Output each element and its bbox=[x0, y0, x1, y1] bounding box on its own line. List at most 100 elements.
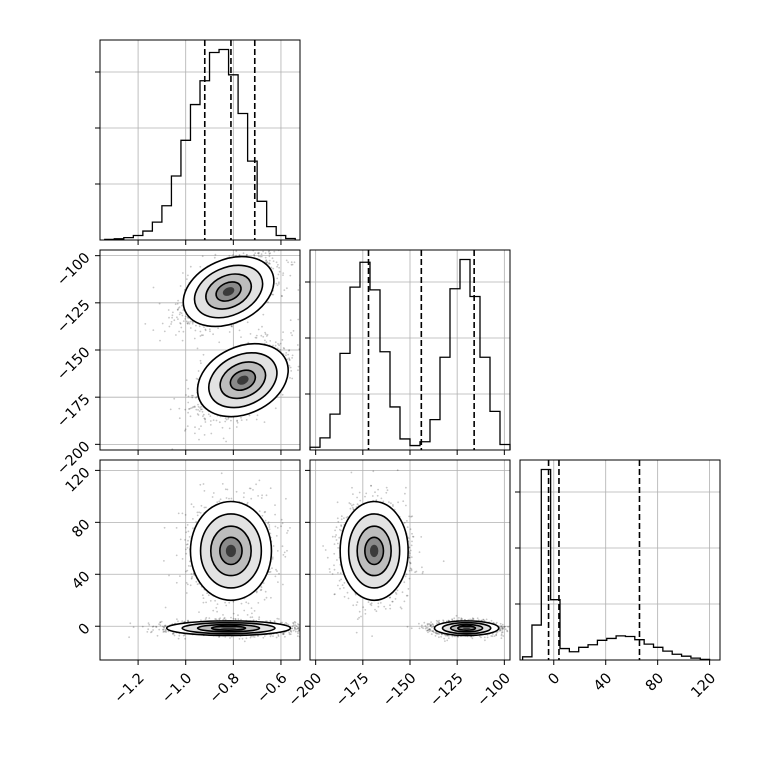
var-1-scatter-1-2-xtick-label-2: −150 bbox=[380, 670, 419, 709]
scatter-0-1-cluster-0-contour-2 bbox=[205, 273, 253, 310]
var-1-scatter-1-2-xtick-label-3: −125 bbox=[427, 670, 466, 709]
scatter-1-2-points bbox=[322, 469, 510, 642]
scatter-1-2-cluster-0 bbox=[322, 469, 445, 637]
scatter-0-2-ytick-label-2: 80 bbox=[69, 517, 93, 541]
scatter-0-1-cluster-1 bbox=[169, 318, 300, 450]
scatter-0-1-ytick-label-2: −150 bbox=[54, 344, 93, 383]
scatter-0-2-cluster-0-contour-3 bbox=[219, 536, 243, 566]
var-2-hist-xtick-label-0: 0 bbox=[546, 670, 564, 688]
scatter-1-2-cluster-1 bbox=[406, 614, 510, 642]
hist-1-bin-16 bbox=[470, 297, 480, 450]
scatter-1-2-cluster-0-density-4 bbox=[369, 544, 379, 558]
scatter-1-2-cluster-1-density-4 bbox=[462, 627, 471, 630]
scatter-0-2-frame bbox=[99, 459, 301, 661]
hist-0-frame bbox=[99, 39, 301, 241]
scatter-0-2-cluster-1-contour-1 bbox=[181, 621, 276, 635]
hist-0-bin-6 bbox=[162, 206, 172, 240]
var-2-hist-xtick-label-1: 40 bbox=[591, 670, 615, 694]
var-0-scatter-0-2-xtick-label-2: −0.8 bbox=[207, 670, 243, 706]
hist-1-bin-18 bbox=[490, 411, 500, 450]
hist-2-frame bbox=[519, 459, 721, 661]
scatter-0-1-cluster-1-contour-0 bbox=[196, 342, 289, 418]
hist-2-step bbox=[521, 468, 711, 661]
scatter-0-2-cluster-0-density-4 bbox=[225, 544, 237, 558]
scatter-0-1-points bbox=[144, 250, 300, 450]
scatter-1-2-cluster-1-contour-1 bbox=[441, 621, 492, 635]
hist-1-bin-15 bbox=[460, 260, 470, 450]
scatter-1-2-cluster-0-contour-1 bbox=[347, 513, 401, 589]
hist-2-bin-7 bbox=[588, 645, 597, 660]
scatter-0-2-cluster-0-contour-2 bbox=[209, 525, 252, 577]
scatter-0-2-ytick-label-0: 0 bbox=[76, 621, 94, 639]
hist-1-bin-13 bbox=[440, 357, 450, 450]
scatter-0-2-points bbox=[128, 472, 300, 643]
hist-2-bin-5 bbox=[569, 652, 578, 660]
hist-1-bin-1 bbox=[320, 438, 330, 450]
hist-2-bin-9 bbox=[607, 638, 616, 660]
scatter-0-1-cluster-0-contour-3 bbox=[215, 281, 242, 302]
scatter-1-2-cluster-1-contour-2 bbox=[449, 623, 484, 633]
hist-0-bin-17 bbox=[267, 227, 277, 240]
var-1-scatter-1-2-xtick-label-4: −100 bbox=[474, 670, 513, 709]
scatter-1-2-cluster-0-contour-0 bbox=[339, 500, 409, 602]
scatter-0-2-cluster-0-contour-1 bbox=[199, 513, 263, 589]
hist-1-bin-9 bbox=[400, 439, 410, 450]
scatter-1-2-cluster-0-contour-2 bbox=[356, 525, 392, 577]
hist-2-bin-10 bbox=[616, 636, 625, 660]
scatter-0-2-cluster-1-contour-3 bbox=[210, 625, 247, 631]
scatter-1-2-cluster-1-contour-3 bbox=[457, 625, 477, 631]
scatter-0-1-cluster-1-contour-1 bbox=[208, 352, 278, 409]
hist-2-bin-15 bbox=[663, 651, 672, 660]
hist-1-bin-14 bbox=[450, 289, 460, 450]
hist-0-bin-7 bbox=[171, 176, 181, 240]
scatter-0-1-cluster-1-contour-2 bbox=[219, 361, 267, 400]
hist-2-bin-1 bbox=[532, 625, 541, 660]
hist-1-step bbox=[309, 258, 511, 450]
hist-2-bin-13 bbox=[644, 644, 653, 660]
scatter-0-2-ytick-label-1: 40 bbox=[69, 569, 93, 593]
hist-0-bin-14 bbox=[238, 114, 248, 240]
scatter-0-1-ytick-label-3: −125 bbox=[54, 297, 93, 336]
scatter-0-1-cluster-0-contour-1 bbox=[193, 264, 264, 319]
var-0-scatter-0-2-xtick-label-1: −1.0 bbox=[159, 670, 195, 706]
hist-2-bin-4 bbox=[560, 649, 569, 660]
hist-0-bin-9 bbox=[190, 105, 200, 240]
hist-0-bin-12 bbox=[219, 50, 229, 240]
scatter-0-1-cluster-0-contour-0 bbox=[182, 255, 275, 328]
hist-2-bin-11 bbox=[625, 637, 634, 660]
scatter-0-1-cluster-1-contour-3 bbox=[229, 369, 257, 392]
var-0-scatter-0-2-xtick-label-0: −1.2 bbox=[111, 670, 147, 706]
scatter-0-2-cluster-1-contour-0 bbox=[165, 620, 292, 637]
scatter-0-1-cluster-1-density-4 bbox=[237, 375, 249, 385]
scatter-0-1-ytick-label-4: −100 bbox=[54, 250, 93, 289]
scatter-0-2-cluster-1 bbox=[128, 612, 300, 640]
var-1-scatter-1-2-xtick-label-0: −200 bbox=[286, 670, 325, 709]
scatter-1-2-cluster-1-contour-0 bbox=[433, 620, 500, 637]
scatter-0-1-ytick-label-1: −175 bbox=[54, 392, 93, 431]
hist-1-bin-19 bbox=[500, 444, 510, 450]
hist-1-bin-17 bbox=[480, 357, 490, 450]
scatter-0-2-cluster-1-contour-2 bbox=[196, 623, 261, 633]
hist-1-bin-8 bbox=[390, 407, 400, 450]
hist-0-step bbox=[104, 48, 296, 241]
hist-0-bin-16 bbox=[257, 201, 267, 240]
hist-2-bin-16 bbox=[672, 654, 681, 660]
hist-0-bin-4 bbox=[143, 231, 153, 240]
scatter-0-2-cluster-1-density-4 bbox=[220, 627, 237, 630]
hist-2-bin-14 bbox=[654, 647, 663, 660]
hist-1-bin-3 bbox=[340, 353, 350, 450]
scatter-0-1-cluster-0 bbox=[144, 250, 300, 350]
hist-1-bin-6 bbox=[370, 290, 380, 450]
var-2-hist-xtick-label-2: 80 bbox=[643, 670, 667, 694]
hist-0-bin-11 bbox=[210, 53, 220, 241]
scatter-0-1-cluster-0-density-4 bbox=[222, 287, 235, 296]
var-0-scatter-0-2-xtick-label-3: −0.6 bbox=[254, 670, 290, 706]
hist-0-bin-5 bbox=[152, 222, 162, 240]
hist-0-bin-15 bbox=[248, 161, 258, 240]
var-1-scatter-1-2-xtick-label-1: −175 bbox=[333, 670, 372, 709]
scatter-0-2-cluster-0-contour-0 bbox=[189, 500, 273, 602]
scatter-1-2-cluster-0-contour-3 bbox=[364, 536, 385, 566]
hist-1-bin-4 bbox=[350, 287, 360, 450]
hist-1-bin-10 bbox=[410, 446, 420, 450]
